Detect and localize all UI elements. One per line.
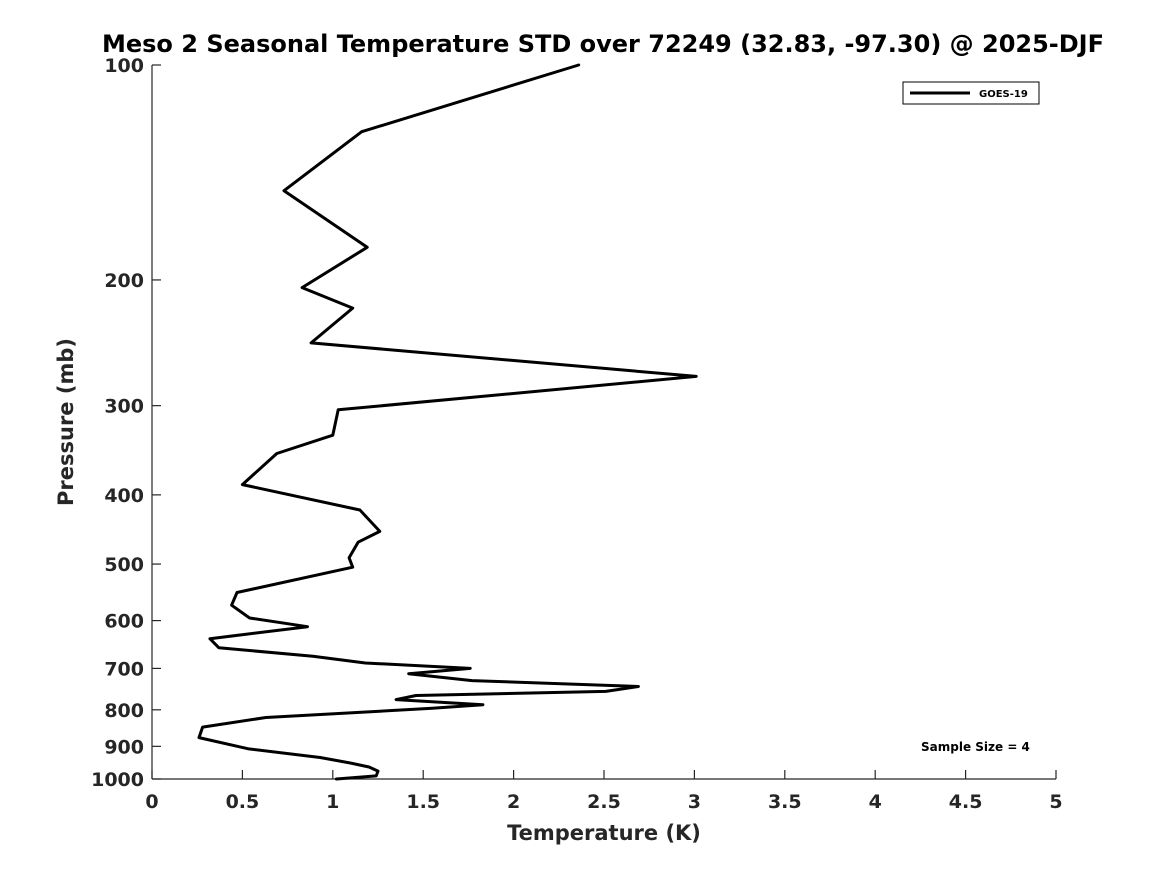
- y-axis-label: Pressure (mb): [54, 338, 78, 506]
- x-tick-label: 3.5: [768, 791, 802, 813]
- y-tick-label: 400: [104, 485, 144, 507]
- x-tick-label: 0: [145, 791, 158, 813]
- y-tick-label: 600: [104, 611, 144, 633]
- x-tick-label: 5: [1049, 791, 1062, 813]
- y-axis-ticks: 100 200 300 400 500 600 700 800 900 1000: [91, 55, 161, 791]
- x-tick-label: 1.5: [406, 791, 440, 813]
- x-tick-label: 2.5: [587, 791, 621, 813]
- y-tick-label: 200: [104, 270, 144, 292]
- x-axis-ticks: 0 0.5 1 1.5 2 2.5 3 3.5 4 4.5 5: [145, 770, 1063, 813]
- y-tick-label: 300: [104, 396, 144, 418]
- series-line-goes-19: [197, 63, 698, 781]
- legend: GOES-19: [902, 81, 1040, 105]
- y-tick-label: 800: [104, 700, 144, 722]
- sample-size-annotation: Sample Size = 4: [921, 740, 1030, 754]
- legend-box: [902, 81, 1040, 105]
- x-tick-label: 1: [326, 791, 339, 813]
- x-tick-label: 2: [507, 791, 520, 813]
- chart-title: Meso 2 Seasonal Temperature STD over 722…: [102, 30, 1104, 58]
- x-tick-label: 0.5: [226, 791, 260, 813]
- y-tick-label: 900: [104, 736, 144, 758]
- y-tick-label: 100: [104, 55, 144, 77]
- y-tick-label: 1000: [91, 769, 144, 791]
- x-tick-label: 3: [688, 791, 701, 813]
- y-tick-label: 500: [104, 554, 144, 576]
- x-tick-label: 4: [869, 791, 882, 813]
- y-tick-label: 700: [104, 658, 144, 680]
- legend-entry-goes-19: GOES-19: [979, 89, 1028, 100]
- x-axis-label: Temperature (K): [507, 821, 701, 845]
- x-tick-label: 4.5: [949, 791, 983, 813]
